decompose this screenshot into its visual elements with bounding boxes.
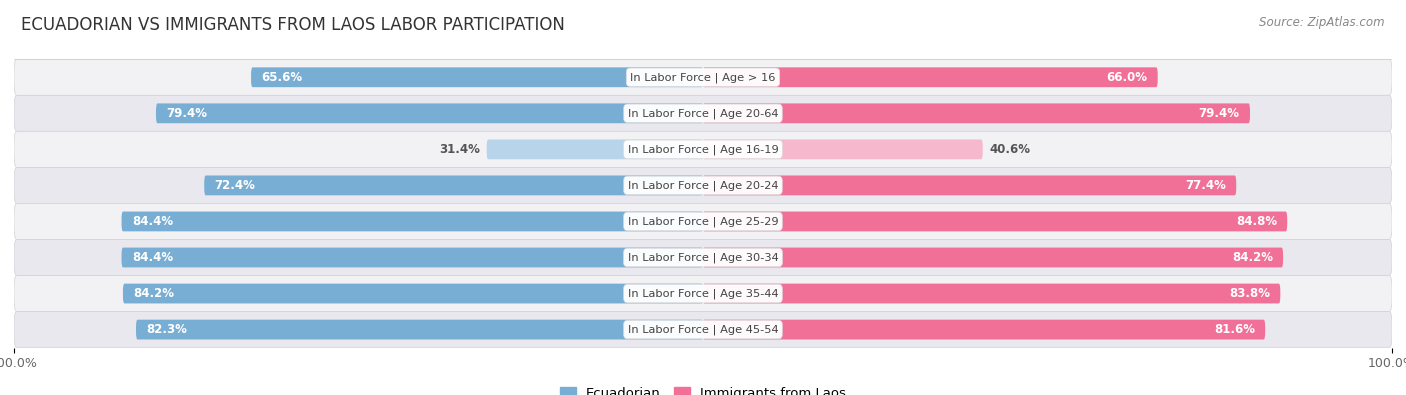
Text: In Labor Force | Age 35-44: In Labor Force | Age 35-44 [627, 288, 779, 299]
FancyBboxPatch shape [703, 175, 1236, 195]
FancyBboxPatch shape [703, 248, 1284, 267]
FancyBboxPatch shape [703, 212, 1288, 231]
Text: 84.2%: 84.2% [134, 287, 174, 300]
Text: In Labor Force | Age 25-29: In Labor Force | Age 25-29 [627, 216, 779, 227]
Text: 40.6%: 40.6% [990, 143, 1031, 156]
FancyBboxPatch shape [14, 59, 1392, 95]
Text: 81.6%: 81.6% [1213, 323, 1254, 336]
Text: In Labor Force | Age 20-24: In Labor Force | Age 20-24 [627, 180, 779, 191]
Legend: Ecuadorian, Immigrants from Laos: Ecuadorian, Immigrants from Laos [555, 384, 851, 395]
FancyBboxPatch shape [136, 320, 703, 339]
FancyBboxPatch shape [121, 248, 703, 267]
FancyBboxPatch shape [156, 103, 703, 123]
FancyBboxPatch shape [703, 139, 983, 159]
FancyBboxPatch shape [703, 68, 1157, 87]
Text: In Labor Force | Age > 16: In Labor Force | Age > 16 [630, 72, 776, 83]
Text: 65.6%: 65.6% [262, 71, 302, 84]
Text: 84.4%: 84.4% [132, 215, 173, 228]
Text: 84.8%: 84.8% [1236, 215, 1277, 228]
Text: 66.0%: 66.0% [1107, 71, 1147, 84]
Text: In Labor Force | Age 30-34: In Labor Force | Age 30-34 [627, 252, 779, 263]
Text: In Labor Force | Age 16-19: In Labor Force | Age 16-19 [627, 144, 779, 154]
Text: ECUADORIAN VS IMMIGRANTS FROM LAOS LABOR PARTICIPATION: ECUADORIAN VS IMMIGRANTS FROM LAOS LABOR… [21, 16, 565, 34]
FancyBboxPatch shape [14, 95, 1392, 132]
FancyBboxPatch shape [122, 284, 703, 303]
Text: 83.8%: 83.8% [1229, 287, 1270, 300]
FancyBboxPatch shape [14, 167, 1392, 203]
FancyBboxPatch shape [486, 139, 703, 159]
Text: In Labor Force | Age 20-64: In Labor Force | Age 20-64 [627, 108, 779, 118]
FancyBboxPatch shape [14, 276, 1392, 312]
Text: 84.4%: 84.4% [132, 251, 173, 264]
FancyBboxPatch shape [703, 103, 1250, 123]
FancyBboxPatch shape [14, 239, 1392, 276]
FancyBboxPatch shape [14, 132, 1392, 167]
Text: 72.4%: 72.4% [215, 179, 256, 192]
Text: 79.4%: 79.4% [1199, 107, 1240, 120]
FancyBboxPatch shape [204, 175, 703, 195]
FancyBboxPatch shape [252, 68, 703, 87]
Text: 31.4%: 31.4% [439, 143, 479, 156]
Text: 77.4%: 77.4% [1185, 179, 1226, 192]
Text: Source: ZipAtlas.com: Source: ZipAtlas.com [1260, 16, 1385, 29]
Text: 79.4%: 79.4% [166, 107, 207, 120]
Text: 82.3%: 82.3% [146, 323, 187, 336]
FancyBboxPatch shape [121, 212, 703, 231]
FancyBboxPatch shape [703, 284, 1281, 303]
Text: 84.2%: 84.2% [1232, 251, 1272, 264]
Text: In Labor Force | Age 45-54: In Labor Force | Age 45-54 [627, 324, 779, 335]
FancyBboxPatch shape [14, 312, 1392, 348]
FancyBboxPatch shape [703, 320, 1265, 339]
FancyBboxPatch shape [14, 203, 1392, 239]
